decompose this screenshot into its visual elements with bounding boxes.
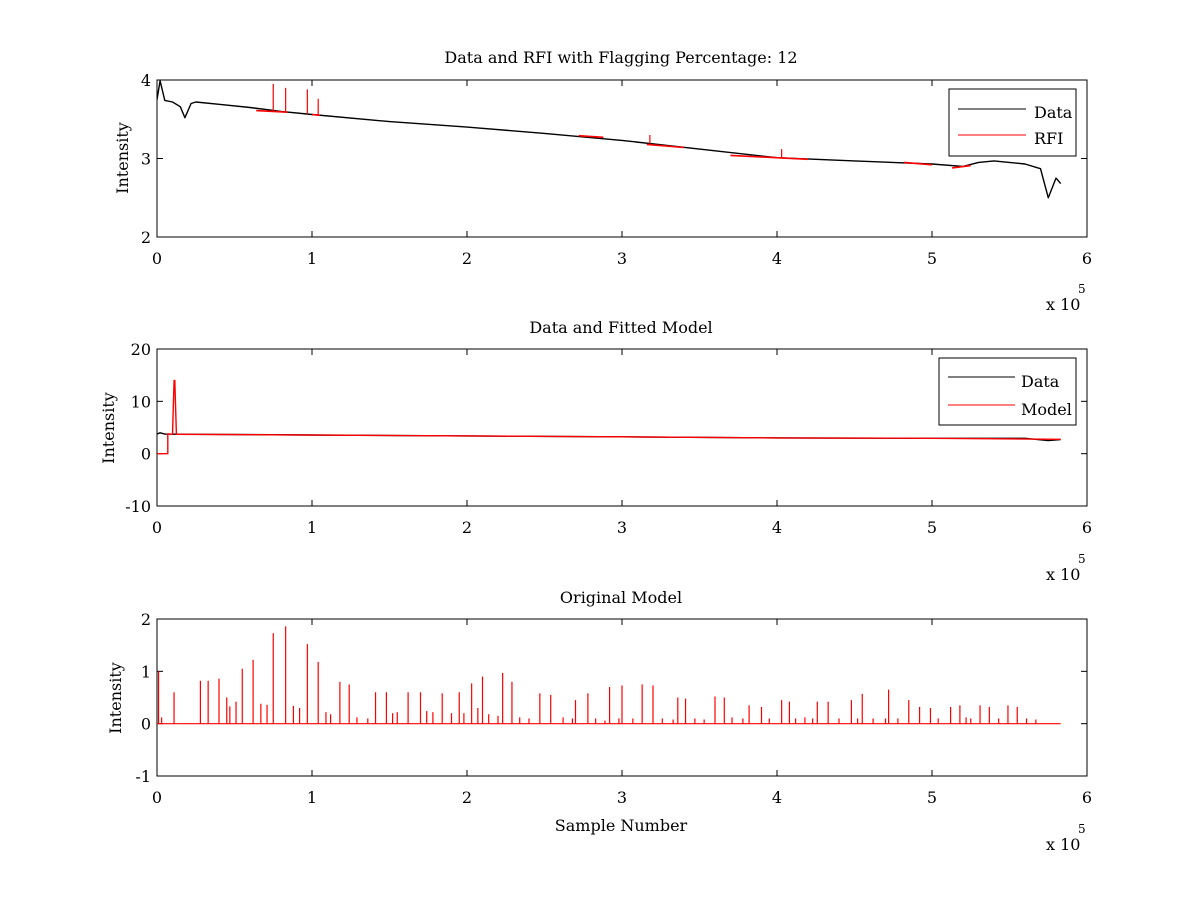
legend-label-model: Model — [1021, 400, 1072, 419]
series-rfi-segment — [904, 161, 933, 166]
y-tick-label: 0 — [141, 715, 151, 734]
x-tick-label: 3 — [617, 788, 627, 807]
x-multiplier-exponent: 5 — [1078, 822, 1086, 836]
chart-title: Data and RFI with Flagging Percentage: 1… — [444, 48, 797, 67]
x-tick-label: 1 — [307, 249, 317, 268]
x-tick-label: 6 — [1082, 249, 1092, 268]
x-tick-label: 2 — [462, 518, 472, 537]
x-tick-label: 3 — [617, 518, 627, 537]
x-tick-label: 5 — [927, 249, 937, 268]
y-tick-label: 1 — [141, 662, 151, 681]
chart-title: Data and Fitted Model — [529, 318, 712, 337]
legend-label-data: Data — [1021, 372, 1060, 391]
x-multiplier-label: x 10 — [1046, 835, 1080, 854]
x-tick-label: 0 — [152, 788, 162, 807]
x-tick-label: 4 — [772, 788, 782, 807]
x-multiplier-label: x 10 — [1046, 565, 1080, 584]
y-tick-label: 2 — [141, 228, 151, 247]
x-tick-label: 0 — [152, 518, 162, 537]
y-tick-label: -10 — [125, 497, 151, 516]
legend: Data RFI — [948, 88, 1077, 157]
x-tick-label: 2 — [462, 788, 472, 807]
x-tick-label: 1 — [307, 518, 317, 537]
legend-label-rfi: RFI — [1034, 129, 1063, 148]
x-tick-label: 6 — [1082, 518, 1092, 537]
x-multiplier-label: x 10 — [1046, 295, 1080, 314]
y-tick-label: -1 — [135, 767, 151, 786]
chart-rfi-flagging: Data and RFI with Flagging Percentage: 1… — [113, 48, 1092, 314]
y-tick-label: 0 — [141, 445, 151, 464]
x-tick-label: 6 — [1082, 788, 1092, 807]
series-rfi-segment — [256, 109, 288, 113]
legend: Data Model — [938, 357, 1077, 426]
x-multiplier: x 10 5 — [1046, 822, 1086, 854]
x-tick-label: 3 — [617, 249, 627, 268]
legend-label-data: Data — [1034, 103, 1073, 122]
x-tick-label: 1 — [307, 788, 317, 807]
chart-fitted-model: Data and Fitted Model Intensity 0 1 2 3 4 5 6 -… — [99, 318, 1092, 584]
x-tick-label: 2 — [462, 249, 472, 268]
series-rfi-segment — [578, 134, 604, 139]
series-rfi-segment — [646, 143, 685, 149]
x-tick-label: 5 — [927, 788, 937, 807]
x-tick-label: 4 — [772, 249, 782, 268]
y-axis-label: Intensity — [113, 122, 132, 194]
y-tick-label: 10 — [131, 392, 151, 411]
y-axis-label: Intensity — [106, 662, 125, 734]
y-tick-label: 20 — [131, 340, 151, 359]
plot-area: 0 1 2 3 4 5 6 2 3 4 — [141, 71, 1092, 268]
series-rfi-segment — [952, 164, 971, 169]
x-multiplier-exponent: 5 — [1078, 282, 1086, 296]
series-model-line — [157, 379, 1061, 455]
series-group — [157, 379, 1061, 455]
x-tick-label: 4 — [772, 518, 782, 537]
x-tick-label: 0 — [152, 249, 162, 268]
x-multiplier-exponent: 5 — [1078, 552, 1086, 566]
series-rfi-segment — [311, 113, 320, 117]
series-data-line — [157, 80, 1062, 199]
series-group — [157, 626, 1061, 725]
y-tick-label: 3 — [141, 150, 151, 169]
y-tick-label: 4 — [141, 71, 151, 90]
x-multiplier: x 10 5 — [1046, 552, 1086, 584]
chart-title: Original Model — [560, 588, 682, 607]
y-axis-label: Intensity — [99, 392, 118, 464]
series-rfi-segment — [730, 154, 809, 161]
series-group — [157, 80, 1062, 199]
x-multiplier: x 10 5 — [1046, 282, 1086, 314]
x-tick-label: 5 — [927, 518, 937, 537]
y-tick-label: 2 — [141, 610, 151, 629]
x-axis-label: Sample Number — [555, 816, 688, 835]
